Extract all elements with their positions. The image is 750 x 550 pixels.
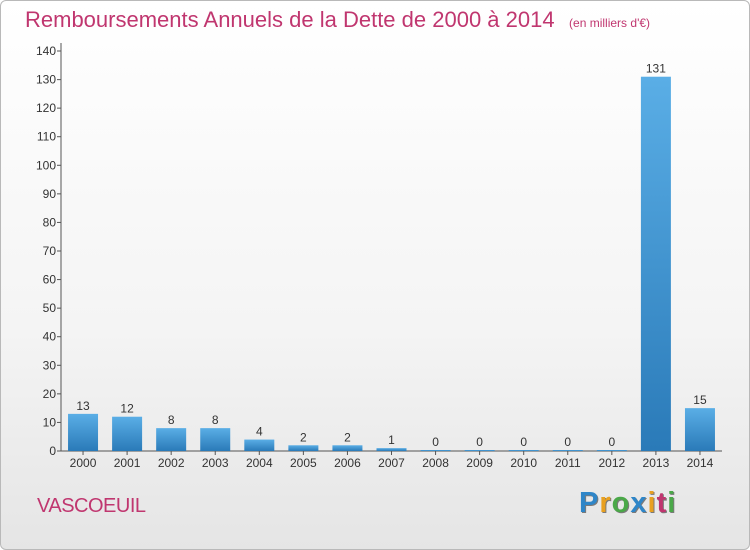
data-label: 0	[564, 435, 571, 449]
bar	[684, 408, 715, 451]
chart-subtitle: (en milliers d'€)	[569, 16, 651, 30]
commune-name: VASCOEUIL	[37, 495, 146, 517]
y-tick-label: 60	[43, 273, 57, 287]
y-tick-label: 0	[49, 444, 56, 458]
y-tick-label: 40	[43, 330, 57, 344]
bars	[68, 76, 715, 451]
y-tick-label: 120	[36, 101, 56, 115]
y-tick-label: 70	[43, 244, 57, 258]
x-tick-label: 2013	[643, 456, 670, 470]
x-tick-label: 2004	[246, 456, 273, 470]
y-tick-label: 80	[43, 215, 57, 229]
x-tick-label: 2008	[422, 456, 449, 470]
data-label: 13	[76, 399, 90, 413]
bar	[200, 428, 231, 451]
x-tick-label: 2000	[70, 456, 97, 470]
y-tick-label: 90	[43, 187, 57, 201]
bar	[508, 450, 539, 451]
data-label: 2	[344, 430, 351, 444]
logo-letter: x	[630, 487, 648, 519]
bar	[596, 450, 627, 451]
data-label: 4	[256, 425, 263, 439]
bar	[640, 76, 671, 451]
bar	[464, 450, 495, 451]
y-tick-label: 130	[36, 73, 56, 87]
data-label: 8	[168, 413, 175, 427]
data-label: 15	[693, 393, 707, 407]
bar	[244, 439, 275, 451]
y-tick-label: 100	[36, 158, 56, 172]
y-tick-label: 140	[36, 44, 56, 58]
logo-letter: t	[656, 487, 668, 519]
title-row: Remboursements Annuels de la Dette de 20…	[25, 7, 650, 33]
logo-letter: P	[579, 487, 600, 519]
data-label: 2	[300, 430, 307, 444]
x-tick-label: 2006	[334, 456, 361, 470]
logo-letter: r	[599, 487, 612, 519]
data-labels: 13 12 8 8 4 2 2 1 0 0 0 0 0 131 15	[76, 62, 707, 449]
y-tick-label: 50	[43, 301, 57, 315]
y-tick-label: 20	[43, 387, 57, 401]
x-tick-label: 2003	[202, 456, 229, 470]
bar	[288, 445, 319, 451]
data-label: 0	[432, 435, 439, 449]
bar	[112, 416, 143, 451]
data-label: 131	[646, 62, 666, 76]
x-tick-label: 2014	[687, 456, 714, 470]
bar	[376, 448, 407, 451]
y-tick-label: 110	[37, 130, 56, 144]
x-tick-label: 2002	[158, 456, 185, 470]
logo-letter: i	[667, 487, 677, 519]
bar	[420, 450, 451, 451]
logo-letter: i	[647, 487, 657, 519]
x-tick-label: 2001	[114, 456, 141, 470]
data-label: 0	[476, 435, 483, 449]
data-label: 1	[388, 433, 395, 447]
data-label: 0	[520, 435, 527, 449]
bar	[552, 450, 583, 451]
x-tick-label: 2010	[510, 456, 537, 470]
data-label: 0	[608, 435, 615, 449]
data-label: 8	[212, 413, 219, 427]
y-tick-label: 10	[43, 415, 57, 429]
chart-title: Remboursements Annuels de la Dette de 20…	[25, 7, 555, 32]
y-tick-label: 30	[43, 358, 57, 372]
logo-letter: o	[611, 487, 631, 519]
x-tick-label: 2007	[378, 456, 405, 470]
bar	[332, 445, 363, 451]
bar	[156, 428, 187, 451]
data-label: 12	[120, 402, 134, 416]
x-tick-label: 2005	[290, 456, 317, 470]
x-tick-label: 2012	[598, 456, 625, 470]
x-tick-label: 2011	[555, 456, 581, 470]
x-tick-label: 2009	[466, 456, 493, 470]
proxiti-logo: Proxiti	[579, 487, 676, 520]
bar	[68, 413, 99, 451]
